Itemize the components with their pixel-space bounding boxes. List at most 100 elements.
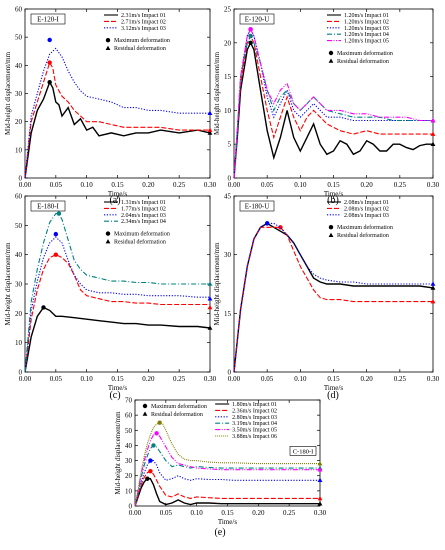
y-axis-label: Mid-height displacement/mm bbox=[213, 242, 221, 326]
legend-max-marker bbox=[105, 231, 111, 236]
legend-series-label: 2.71m/s Impact 02 bbox=[121, 19, 166, 25]
max-deformation-marker bbox=[157, 420, 162, 425]
y-tick-label: 20 bbox=[125, 472, 133, 480]
y-axis-label: Mid-height displacement/mm bbox=[4, 242, 12, 326]
max-deformation-marker bbox=[278, 225, 283, 230]
residual-deformation-marker bbox=[317, 495, 323, 501]
max-deformation-marker bbox=[56, 211, 62, 216]
y-tick-label: 30 bbox=[15, 90, 23, 98]
panel-d: 0.00 0.05 0.10 0.15 0.20 0.25 0.30 0 15 30 45 Time/… bbox=[213, 193, 440, 402]
y-tick-label: 30 bbox=[125, 457, 133, 465]
legend-max-marker bbox=[328, 225, 334, 230]
legend-series-label: 1.20m/s Impact 02 bbox=[344, 19, 389, 25]
y-tick-label: 70 bbox=[125, 397, 133, 405]
x-tick-label: 0.20 bbox=[142, 375, 155, 383]
legend-series-label: 2.80m/s Impact 03 bbox=[232, 415, 277, 421]
x-tick-label: 0.00 bbox=[19, 375, 32, 383]
x-axis-label: Time/s bbox=[218, 518, 237, 526]
panel-tag: E-120-I bbox=[37, 16, 59, 24]
legend-series-label: 2.08m/s Impact 02 bbox=[344, 206, 389, 212]
legend-series-label: 3.88m/s Impact 06 bbox=[232, 434, 277, 440]
panel-tag-box bbox=[289, 446, 317, 456]
residual-deformation-marker bbox=[317, 467, 323, 472]
plot-frame bbox=[233, 8, 434, 179]
x-tick-label: 0.20 bbox=[361, 181, 374, 189]
panel-tag: C-180-I bbox=[293, 448, 314, 455]
y-tick-label: 45 bbox=[224, 193, 232, 201]
y-tick-label: 50 bbox=[125, 427, 133, 435]
x-tick-label: 0.15 bbox=[327, 375, 340, 383]
series-line bbox=[24, 80, 211, 179]
x-tick-label: 0.20 bbox=[361, 375, 374, 383]
panel-caption: (b) bbox=[327, 195, 339, 206]
x-tick-label: 0.25 bbox=[394, 375, 407, 383]
residual-deformation-marker bbox=[430, 285, 436, 290]
x-tick-label: 0.05 bbox=[261, 181, 274, 189]
y-tick-label: 10 bbox=[15, 339, 23, 347]
plot-frame bbox=[24, 8, 211, 179]
max-deformation-marker bbox=[248, 33, 253, 39]
x-tick-label: 0.10 bbox=[294, 181, 307, 189]
max-deformation-marker bbox=[47, 37, 52, 43]
y-tick-label: 0 bbox=[19, 175, 23, 183]
y-tick-label: 40 bbox=[15, 251, 23, 259]
legend-marker-label: Residual deformation bbox=[114, 45, 166, 52]
max-deformation-marker bbox=[148, 468, 153, 474]
series-line bbox=[233, 226, 433, 373]
panel-a: 0.00 0.05 0.10 0.15 0.20 0.25 0.30 0 10 20 30 40 50 6… bbox=[4, 6, 217, 207]
panel-caption: (e) bbox=[214, 527, 225, 538]
x-tick-label: 0.00 bbox=[19, 181, 32, 189]
y-tick-label: 20 bbox=[15, 310, 23, 318]
y-tick-label: 40 bbox=[15, 62, 23, 70]
max-deformation-marker bbox=[53, 252, 59, 257]
x-tick-label: 0.30 bbox=[204, 375, 217, 383]
legend-marker-label: Maximum deformation bbox=[114, 37, 170, 44]
residual-deformation-marker bbox=[207, 110, 213, 116]
x-tick-label: 0.20 bbox=[142, 181, 155, 189]
series-line bbox=[24, 306, 211, 373]
legend-series-label: 1.20m/s Impact 01 bbox=[344, 13, 389, 19]
legend-series-label: 2.04m/s Impact 03 bbox=[121, 213, 166, 219]
panel-caption: (c) bbox=[109, 390, 120, 401]
residual-deformation-marker bbox=[430, 281, 436, 286]
residual-deformation-marker bbox=[430, 117, 436, 123]
residual-deformation-marker bbox=[430, 131, 436, 136]
series-line bbox=[134, 470, 320, 507]
legend-marker-label: Maximum deformation bbox=[114, 231, 170, 238]
x-tick-label: 0.30 bbox=[427, 181, 440, 189]
max-deformation-marker bbox=[41, 305, 46, 310]
x-tick-label: 0.10 bbox=[81, 375, 94, 383]
x-tick-label: 0.05 bbox=[160, 509, 173, 517]
legend-marker-label: Residual deformation bbox=[337, 232, 389, 239]
legend-marker-label: Residual deformation bbox=[114, 239, 166, 246]
max-deformation-marker bbox=[47, 60, 52, 65]
legend-residual-marker bbox=[142, 411, 148, 416]
panel-tag-box bbox=[239, 200, 275, 212]
residual-deformation-marker bbox=[317, 461, 323, 466]
legend-marker-label: Maximum deformation bbox=[337, 224, 393, 231]
legend-marker-label: Residual deformation bbox=[151, 411, 203, 418]
legend-series-label: 2.31m/s Impact 01 bbox=[121, 13, 166, 19]
panel-tag: E-180-U bbox=[245, 203, 270, 211]
y-tick-label: 60 bbox=[125, 412, 133, 420]
x-tick-label: 0.05 bbox=[50, 375, 63, 383]
legend-series-label: 2.08m/s Impact 03 bbox=[344, 213, 389, 219]
max-deformation-marker bbox=[151, 443, 156, 448]
y-tick-label: 5 bbox=[228, 141, 232, 149]
x-tick-label: 0.30 bbox=[427, 375, 440, 383]
x-tick-label: 0.10 bbox=[81, 181, 94, 189]
series-line bbox=[233, 41, 433, 179]
max-deformation-marker bbox=[264, 221, 270, 226]
series-line bbox=[24, 47, 210, 179]
y-tick-label: 15 bbox=[224, 310, 232, 318]
y-tick-label: 0 bbox=[19, 369, 23, 377]
x-tick-label: 0.10 bbox=[294, 375, 307, 383]
legend-max-marker bbox=[142, 403, 148, 409]
x-tick-label: 0.15 bbox=[111, 181, 124, 189]
y-tick-label: 30 bbox=[15, 281, 23, 289]
residual-deformation-marker bbox=[207, 296, 213, 301]
x-tick-label: 0.25 bbox=[173, 375, 186, 383]
legend-series-label: 1.80m/s Impact 01 bbox=[232, 402, 277, 408]
max-deformation-marker bbox=[148, 458, 153, 463]
